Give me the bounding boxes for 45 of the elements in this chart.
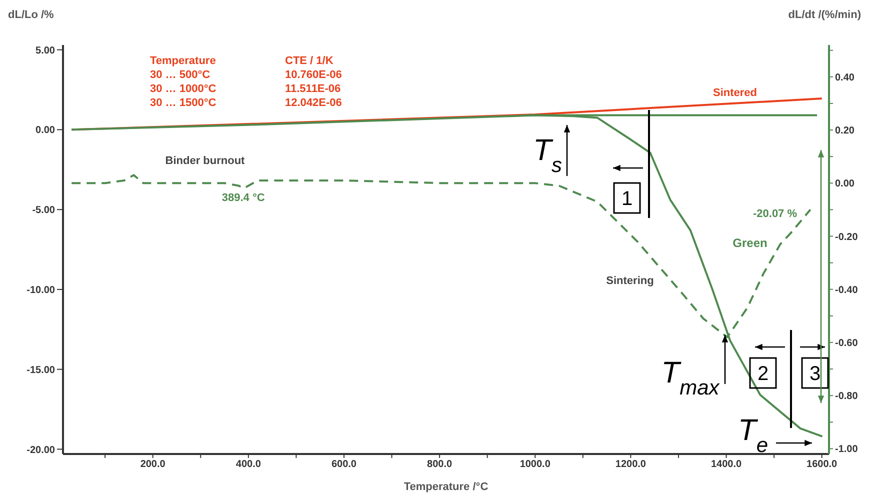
- annotation: 11.511E-06: [285, 83, 341, 95]
- y2-axis-title: dL/dt /(%/min): [788, 9, 862, 21]
- annotation: 30 … 500°C: [150, 69, 210, 81]
- y2-tick-label: -0.20: [835, 232, 858, 243]
- y-tick-label: 0.00: [36, 125, 56, 136]
- annotation: Sintered: [712, 87, 758, 99]
- x-tick-label: 1200.0: [615, 459, 646, 470]
- y2-tick-label: 0.00: [835, 178, 855, 190]
- x-tick-label: 400.0: [236, 459, 262, 470]
- annotation: -20.07 %: [752, 208, 798, 220]
- annotation: Binder burnout: [165, 155, 246, 167]
- annotation: 12.042E-06: [285, 97, 342, 109]
- annotation: CTE / 1/K: [285, 55, 334, 67]
- y-tick-label: -5.00: [32, 205, 56, 216]
- x-tick-label: 800.0: [427, 459, 452, 470]
- y2-tick-label: -0.60: [835, 338, 858, 350]
- x-tick-label: 1600.0: [806, 459, 838, 470]
- annotation: Green: [732, 236, 768, 250]
- annotation: 1: [621, 188, 633, 210]
- y2-tick-label: 0.20: [835, 126, 855, 137]
- x-tick-label: 600.0: [331, 459, 357, 470]
- annotation: 30 … 1000°C: [150, 83, 216, 95]
- x-axis-title: Temperature /°C: [404, 481, 488, 493]
- y-tick-label: 5.00: [36, 45, 56, 56]
- annotation: 30 … 1500°C: [150, 97, 216, 109]
- annotation: T$_{e}$: [738, 414, 768, 456]
- y2-tick-label: -0.40: [835, 284, 858, 296]
- annotation: 3: [809, 363, 821, 385]
- x-tick-label: 200.0: [140, 459, 166, 470]
- y-tick-label: -15.00: [26, 364, 56, 376]
- y-tick-label: -20.00: [26, 444, 56, 456]
- y2-tick-label: -1.00: [835, 444, 858, 456]
- y-axis-title: dL/Lo /%: [8, 9, 54, 21]
- x-tick-label: 1000.0: [520, 459, 551, 470]
- annotation: Sintering: [606, 275, 654, 287]
- y-tick-label: -10.00: [26, 284, 56, 296]
- y2-tick-label: 0.40: [835, 72, 855, 84]
- annotation: T$_{max}$: [661, 356, 721, 399]
- x-tick-label: 1400.0: [710, 459, 742, 470]
- annotation: 10.760E-06: [285, 69, 342, 81]
- annotation: 2: [757, 363, 769, 385]
- annotation: Temperature: [150, 55, 216, 67]
- annotation: 389.4 °C: [222, 192, 265, 204]
- annotation: T$_{s}$: [533, 134, 562, 176]
- y2-tick-label: -0.80: [835, 391, 858, 402]
